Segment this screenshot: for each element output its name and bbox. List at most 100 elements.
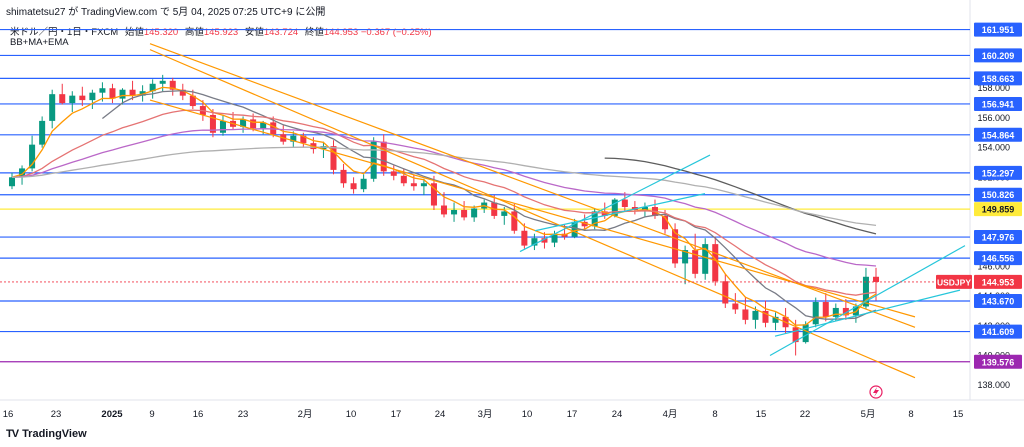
candle-body — [129, 89, 136, 96]
close-value: 144.953 — [323, 27, 359, 38]
candle-body — [571, 221, 578, 237]
level-tag-label: 141.609 — [982, 327, 1015, 337]
candle-body — [380, 141, 387, 172]
candle-body — [270, 122, 277, 135]
indicators-label: BB+MA+EMA — [10, 37, 69, 48]
x-tick-label: 10 — [346, 409, 357, 420]
candle-body — [29, 144, 36, 169]
event-marker-icon — [869, 385, 883, 399]
candle-body — [8, 177, 16, 187]
candle-body — [601, 211, 608, 216]
level-tag-label: 161.951 — [982, 25, 1015, 35]
candle-body — [521, 230, 528, 246]
ema-xlong-line — [11, 146, 877, 227]
level-tag — [974, 22, 1022, 37]
sma-long-line — [604, 157, 877, 235]
level-tag — [974, 251, 1022, 266]
x-tick-label: 24 — [435, 409, 446, 420]
symbol-tag — [936, 274, 972, 289]
trend-channel-line — [519, 154, 711, 253]
change-value: −0.367 (−0.25%) — [360, 27, 432, 38]
x-tick-label: 2月 — [298, 409, 313, 420]
candle-body — [712, 244, 719, 282]
ohlc-legend: 米ドル／円・1日・FXCM 始値145.320 高値145.923 安値143.… — [10, 24, 432, 38]
close-label: 終値 — [304, 27, 324, 38]
x-tick-label: 16 — [193, 409, 204, 420]
lightning-icon — [873, 387, 879, 397]
candle-body — [19, 168, 26, 178]
candle-body — [370, 141, 377, 179]
candle-body — [792, 327, 799, 343]
level-tag — [974, 48, 1022, 63]
level-tag-label: 160.209 — [982, 51, 1015, 61]
candle-body — [471, 208, 478, 218]
current-price-label: 144.953 — [982, 277, 1015, 287]
candle-body — [420, 183, 427, 187]
level-tag-label: 158.663 — [982, 74, 1015, 84]
candle-body — [159, 80, 166, 84]
y-tick-label: 138.000 — [977, 380, 1010, 390]
level-tag — [974, 202, 1022, 217]
candle-body — [260, 122, 267, 129]
level-tag-label: 150.826 — [982, 190, 1015, 200]
candle-body — [591, 211, 598, 227]
candle-body — [451, 209, 458, 215]
publish-info: shimatetsu27 が TradingView.com で 5月 04, … — [6, 7, 326, 18]
x-tick-label: 2025 — [101, 409, 123, 420]
symbol-tag-label: USDJPY — [937, 277, 971, 287]
x-tick-label: 22 — [800, 409, 811, 420]
candle-body — [49, 94, 56, 121]
x-tick-label: 8 — [908, 409, 913, 420]
candle-body — [581, 221, 588, 227]
level-tag — [974, 127, 1022, 142]
trend-channel-line — [149, 49, 916, 379]
candle-body — [209, 114, 216, 133]
x-tick-label: 15 — [756, 409, 767, 420]
candle-body — [79, 95, 86, 101]
level-tag-label: 143.670 — [982, 296, 1015, 306]
candle-body — [662, 215, 669, 230]
level-tag-label: 149.859 — [982, 205, 1015, 215]
candle-body — [501, 211, 508, 216]
candle-body — [682, 250, 689, 264]
candle-body — [802, 324, 809, 343]
candle-body — [672, 229, 679, 264]
symbol-label: 米ドル／円・1日・FXCM — [10, 27, 119, 38]
footer-brand: TradingView — [22, 428, 87, 440]
candle-body — [611, 199, 618, 216]
candle-body — [812, 302, 819, 325]
y-tick-label: 158.000 — [977, 83, 1010, 93]
x-tick-label: 24 — [612, 409, 623, 420]
candle-body — [400, 175, 407, 184]
candle-body — [641, 207, 648, 210]
candle-body — [169, 80, 176, 90]
x-tick-label: 17 — [567, 409, 578, 420]
candle-body — [461, 209, 468, 218]
x-tick-label: 16 — [3, 409, 14, 420]
candle-body — [692, 250, 699, 274]
level-tag — [974, 354, 1022, 369]
level-tag-label: 146.556 — [982, 254, 1015, 264]
candle-body — [621, 199, 628, 207]
level-tag-label: 147.976 — [982, 233, 1015, 243]
candle-body — [702, 244, 709, 274]
trend-channel-line — [149, 99, 916, 318]
low-label: 安値 — [244, 27, 264, 38]
x-tick-label: 5月 — [861, 409, 876, 420]
trend-channel-line — [149, 43, 916, 328]
x-tick-label: 9 — [149, 409, 154, 420]
candle-body — [410, 183, 417, 187]
candle-body — [872, 276, 880, 282]
candle-body — [430, 183, 437, 206]
candle-body — [762, 310, 769, 323]
candle-body — [290, 135, 297, 142]
trend-channel-line — [534, 193, 706, 232]
open-label: 始値 — [124, 27, 144, 38]
x-tick-label: 10 — [522, 409, 533, 420]
level-tag — [974, 324, 1022, 339]
x-tick-label: 4月 — [663, 409, 678, 420]
current-price-tag — [974, 274, 1022, 289]
candle-body — [832, 307, 839, 317]
candle-body — [822, 302, 829, 317]
